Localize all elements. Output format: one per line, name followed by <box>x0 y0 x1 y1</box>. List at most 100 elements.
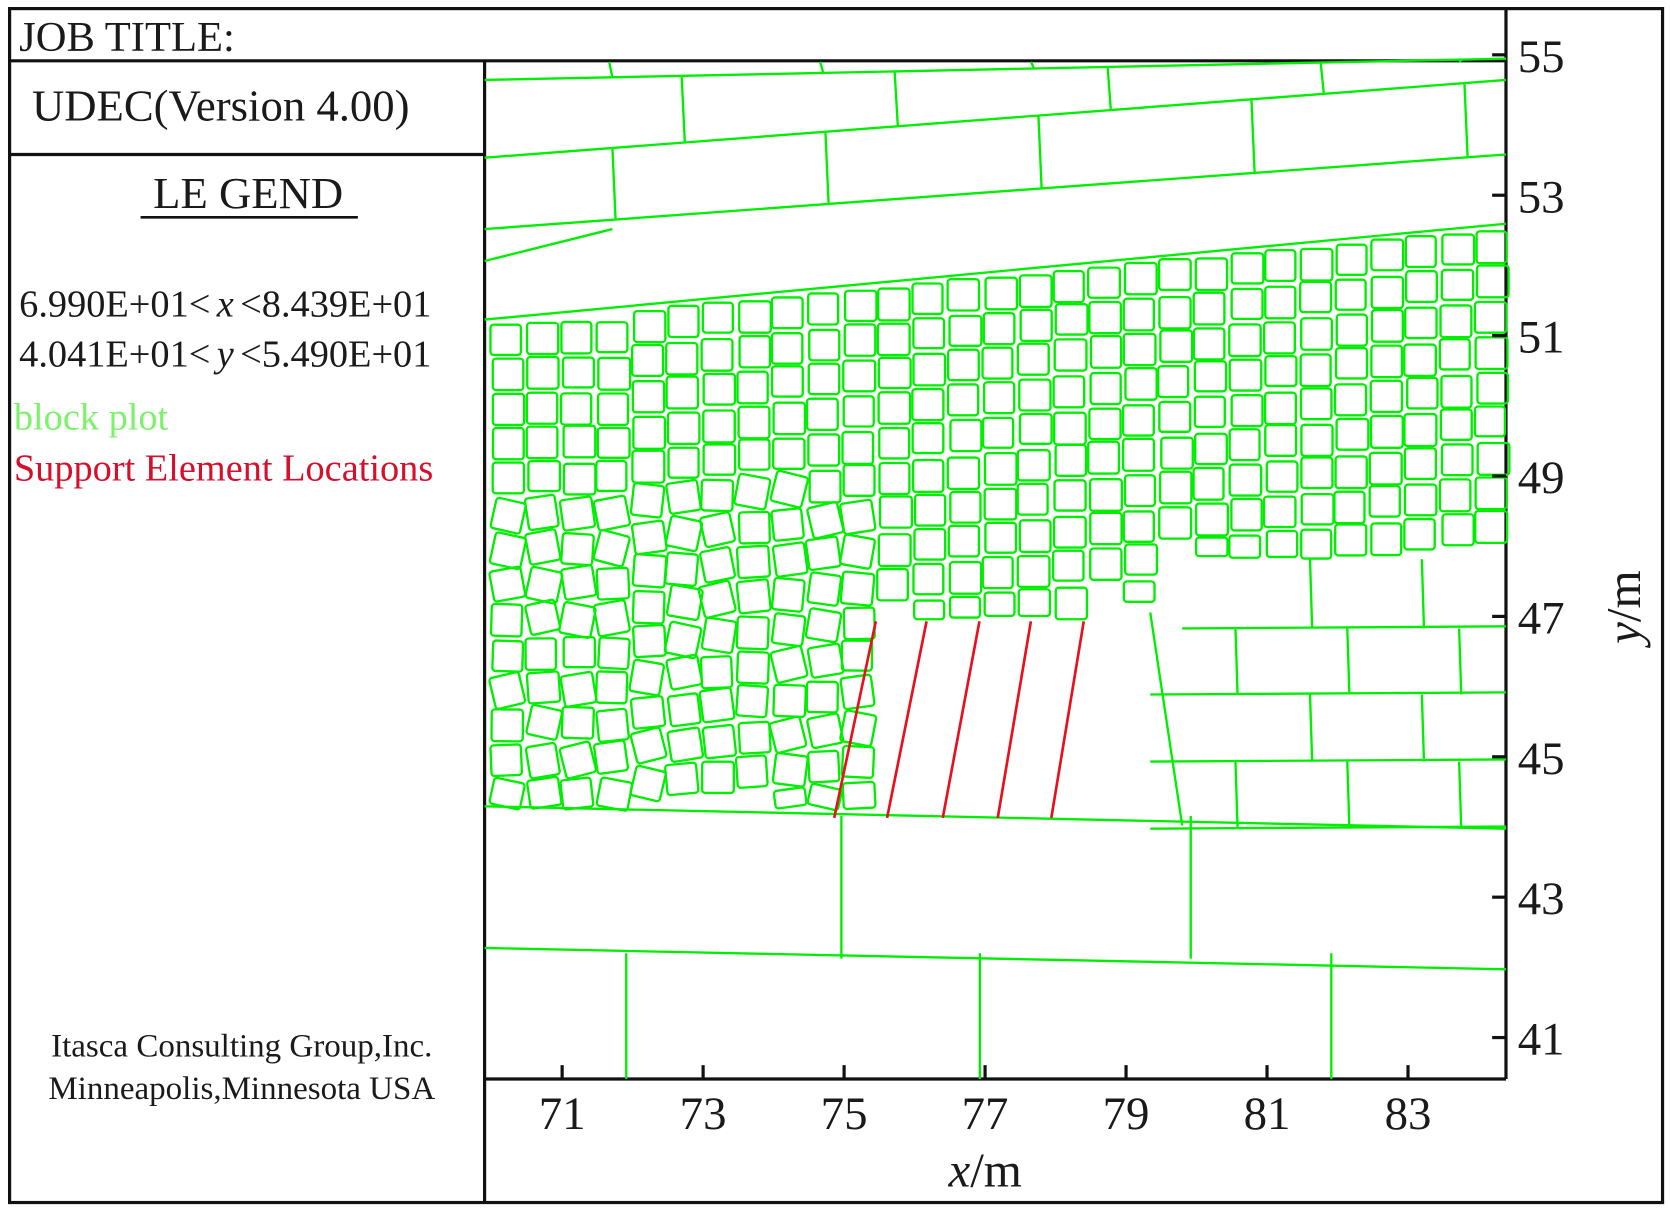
block <box>1475 264 1510 299</box>
block <box>1193 395 1226 429</box>
block <box>981 416 1015 449</box>
block <box>1089 371 1122 406</box>
block-joint <box>484 227 613 263</box>
block <box>738 300 772 334</box>
block <box>490 708 525 743</box>
y-tick-label: 53 <box>1518 171 1565 223</box>
block <box>1334 523 1368 557</box>
block <box>1160 436 1194 470</box>
block <box>1158 470 1193 505</box>
block <box>770 507 805 542</box>
block <box>1370 275 1405 310</box>
block <box>558 600 597 639</box>
block <box>842 359 877 393</box>
support-element-1 <box>832 621 878 819</box>
block <box>1439 408 1473 442</box>
block <box>702 409 736 444</box>
block <box>878 495 914 529</box>
block <box>700 478 735 513</box>
block <box>1228 428 1261 462</box>
block <box>525 670 562 705</box>
block <box>808 328 841 362</box>
block <box>1123 474 1157 508</box>
block-joint-row <box>1150 758 1506 763</box>
block <box>1051 549 1085 582</box>
block <box>948 560 983 595</box>
block <box>877 356 912 390</box>
block <box>738 334 772 369</box>
block <box>806 782 843 812</box>
block <box>632 309 667 344</box>
x-tick-label: 71 <box>539 1088 586 1140</box>
block <box>1404 306 1438 340</box>
block <box>1404 269 1438 304</box>
block <box>911 458 945 494</box>
block-joint-vertical <box>1463 83 1469 158</box>
block <box>769 469 809 509</box>
block <box>1052 515 1087 549</box>
block-joint-row <box>484 222 1507 321</box>
block <box>595 459 628 493</box>
block <box>1406 376 1439 410</box>
block <box>1370 308 1404 343</box>
block <box>1300 317 1334 351</box>
block <box>1194 432 1228 466</box>
block <box>526 775 563 810</box>
block <box>1262 321 1296 355</box>
y-tick-label: 47 <box>1518 592 1565 644</box>
block <box>1193 360 1228 393</box>
block <box>595 776 634 812</box>
block <box>771 751 809 788</box>
block-joint-vertical <box>1457 761 1463 829</box>
block <box>562 635 597 669</box>
block <box>698 686 736 724</box>
block <box>697 579 737 619</box>
block <box>667 446 700 479</box>
block <box>1122 332 1157 367</box>
block <box>700 760 736 795</box>
block <box>1088 478 1124 513</box>
block <box>594 670 629 705</box>
block <box>559 670 598 708</box>
block <box>1157 365 1190 399</box>
block <box>558 740 598 780</box>
block <box>1440 374 1473 409</box>
block <box>737 405 771 440</box>
block <box>596 392 630 427</box>
block <box>1089 511 1123 546</box>
block <box>913 493 947 527</box>
support-element-2 <box>885 621 928 819</box>
x-tick-label: 79 <box>1103 1088 1150 1140</box>
block <box>913 599 946 621</box>
block <box>735 683 770 719</box>
y-range: 4.041E+01< y <5.490E+01 <box>19 333 431 375</box>
block <box>630 519 668 556</box>
block <box>1300 423 1334 458</box>
block <box>984 521 1018 554</box>
block <box>1228 358 1263 392</box>
block <box>1018 378 1052 412</box>
job-title: JOB TITLE: <box>19 14 235 61</box>
block <box>772 437 806 470</box>
block <box>946 383 980 417</box>
block <box>770 332 804 365</box>
block <box>1264 354 1298 388</box>
block <box>946 456 981 491</box>
support-element-4 <box>996 621 1033 819</box>
block <box>700 337 734 372</box>
block <box>876 567 910 602</box>
support-elements <box>832 621 1086 819</box>
block <box>842 463 876 497</box>
block <box>630 343 665 378</box>
block <box>491 426 525 461</box>
block <box>1438 338 1471 371</box>
block <box>1403 412 1438 448</box>
block <box>804 535 842 572</box>
block <box>560 320 593 355</box>
block <box>1017 588 1052 618</box>
block <box>629 764 667 803</box>
y-tick-label: 41 <box>1518 1014 1565 1066</box>
block <box>842 606 876 641</box>
block <box>984 276 1019 311</box>
block <box>488 531 528 571</box>
